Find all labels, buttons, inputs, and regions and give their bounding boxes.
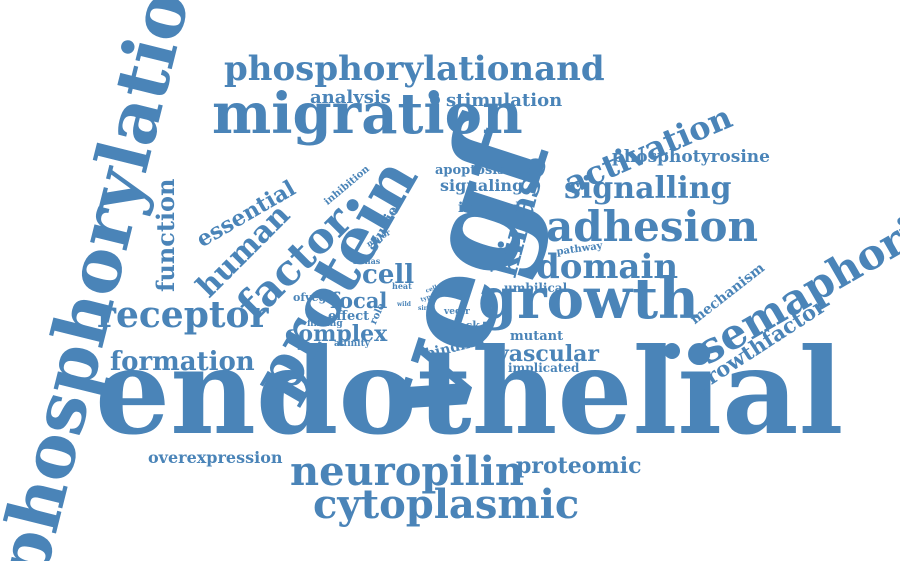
word-function: function bbox=[151, 178, 180, 293]
word-overexpression: overexpression bbox=[148, 448, 283, 467]
word-domain: domain bbox=[536, 247, 679, 287]
word-shock: shock bbox=[444, 319, 480, 332]
word-analysis: analysis bbox=[310, 87, 391, 108]
word-signalling: signalling bbox=[564, 171, 732, 206]
word-vascular: vascular bbox=[496, 341, 600, 367]
word-mutant: mutant bbox=[510, 329, 564, 344]
word-cell: cell bbox=[362, 260, 415, 290]
word-complex: complex bbox=[285, 321, 388, 347]
word-induced: induced bbox=[458, 200, 521, 216]
word-signaling: signaling bbox=[440, 176, 524, 195]
decorative-dot bbox=[430, 95, 440, 105]
word-umbilical: umbilical bbox=[504, 281, 568, 295]
word-stimulation: stimulation bbox=[446, 90, 563, 111]
word-finding: finding bbox=[307, 319, 343, 329]
word-endothelial: endothelial bbox=[95, 322, 844, 461]
word-ofvegf: ofvegf bbox=[293, 291, 331, 304]
word-vegfr: vegfr bbox=[444, 307, 470, 317]
word-sirna: sirna bbox=[418, 305, 436, 312]
word-adhesion: adhesion bbox=[546, 202, 758, 251]
word-wild: wild bbox=[397, 301, 411, 308]
word-effect: effect bbox=[328, 309, 370, 324]
word-receptor: receptor bbox=[97, 294, 269, 336]
word-apoptosis: apoptosis bbox=[435, 163, 505, 178]
word-migration: migration bbox=[212, 81, 523, 147]
word-implicated: implicated bbox=[508, 361, 580, 375]
word-phosphorylation: phosphorylation bbox=[0, 0, 219, 561]
word-neuropilin: neuropilin bbox=[290, 448, 525, 495]
word-cytoplasmic: cytoplasmic bbox=[313, 481, 580, 528]
word-sirnas: sirnas bbox=[353, 256, 381, 266]
word-phosphorylationand: phosphorylationand bbox=[224, 49, 605, 89]
word-heat: heat bbox=[392, 281, 412, 291]
word-phosphotyrosine: phosphotyrosine bbox=[612, 147, 770, 167]
decorative-dot bbox=[664, 343, 680, 359]
word-proteomic: proteomic bbox=[516, 453, 642, 479]
word-formation: formation bbox=[110, 347, 255, 377]
word-growth: growth bbox=[478, 266, 699, 332]
word-affinity: affinity bbox=[334, 339, 370, 349]
word-focal: focal bbox=[330, 288, 388, 313]
